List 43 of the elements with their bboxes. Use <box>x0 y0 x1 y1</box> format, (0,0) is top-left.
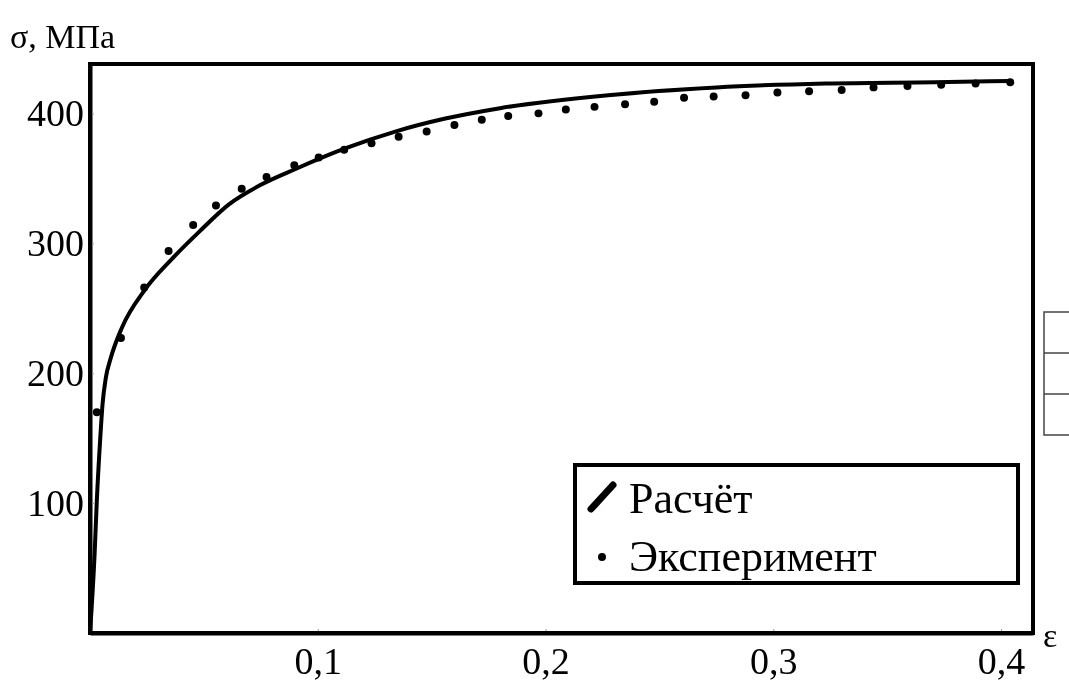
x-tick-label: 0,1 <box>294 639 343 682</box>
point <box>971 79 980 88</box>
y-tick-label: 400 <box>27 92 84 135</box>
point <box>340 145 349 154</box>
x-tick-label: 0,3 <box>750 639 798 682</box>
y-tick-label: 300 <box>27 221 84 264</box>
point <box>140 283 149 292</box>
point <box>314 153 323 162</box>
point <box>394 132 403 141</box>
point <box>650 97 659 106</box>
point <box>290 161 299 170</box>
point <box>422 127 431 136</box>
point <box>504 111 513 120</box>
y-tick-label: 200 <box>27 351 84 394</box>
point <box>367 139 376 148</box>
point <box>450 121 459 130</box>
point <box>92 408 101 417</box>
point <box>773 88 782 97</box>
point <box>709 92 718 101</box>
point <box>837 86 846 94</box>
point <box>211 201 220 210</box>
x-tick-label: 0,2 <box>522 639 570 682</box>
legend-label: Эксперимент <box>629 532 877 581</box>
point <box>534 109 543 118</box>
point <box>869 83 878 92</box>
point <box>680 93 689 102</box>
point <box>937 80 946 89</box>
point <box>1006 78 1015 87</box>
point <box>741 91 750 100</box>
point <box>621 100 630 109</box>
x-tick-label: 0,4 <box>977 639 1026 682</box>
point <box>477 115 486 124</box>
y-tick-label: 100 <box>27 481 84 524</box>
point <box>805 87 814 96</box>
point <box>237 184 246 193</box>
point <box>561 105 570 114</box>
point <box>189 221 198 230</box>
legend-label: Расчёт <box>629 474 753 523</box>
point <box>590 102 599 111</box>
point <box>262 173 271 181</box>
x-axis-title: ε <box>1043 617 1058 654</box>
y-axis-title: σ, МПа <box>10 18 116 55</box>
point <box>164 247 173 256</box>
